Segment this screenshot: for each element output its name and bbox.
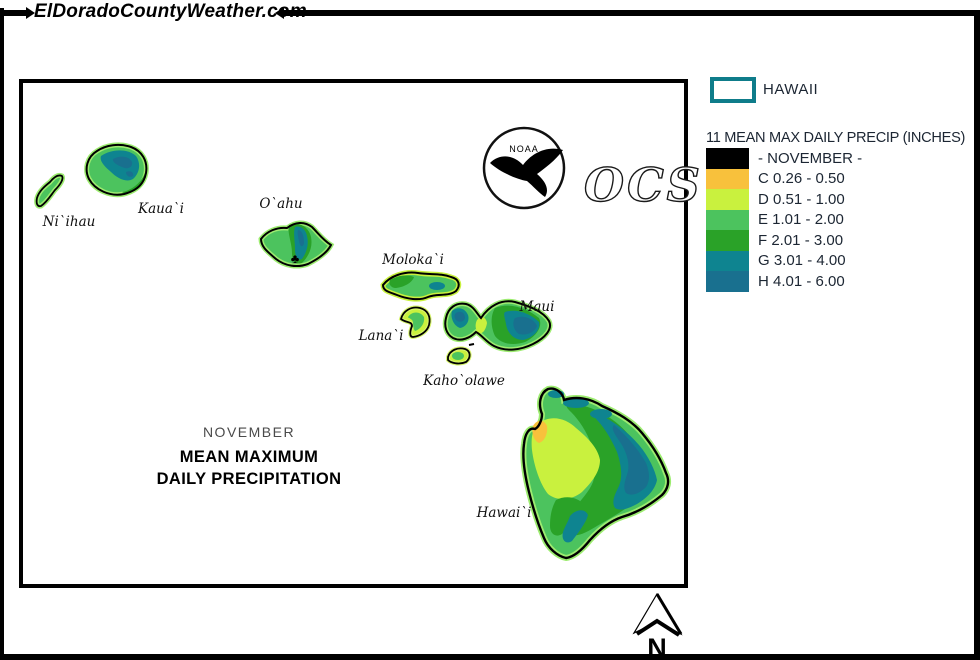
island-outline (35, 174, 64, 208)
legend-swatch-c (706, 168, 749, 189)
island-label-oahu: O`ahu (259, 196, 302, 212)
outer-border-left (0, 8, 4, 660)
legend-label: C 0.26 - 0.50 (758, 170, 845, 188)
island-outline (85, 143, 148, 196)
legend-label: G 3.01 - 4.00 (758, 252, 846, 270)
island-niihau (34, 172, 65, 209)
city-marker-icon: ♣ (291, 251, 300, 266)
north-arrow-label: N (647, 633, 667, 660)
north-arrow-chevron (635, 618, 681, 637)
island-label-kahoolawe: Kaho`olawe (422, 373, 505, 389)
north-arrow-outline (632, 592, 683, 636)
precip-zone (475, 317, 487, 334)
precip-zone (454, 311, 465, 322)
island-kauai (84, 142, 149, 198)
outer-border-bottom (0, 654, 980, 660)
island-label-niihau: Ni`ihau (42, 214, 96, 230)
precip-zone (408, 312, 425, 331)
island-outline (522, 387, 670, 560)
island-outline (259, 222, 333, 268)
map-title-line3: DAILY PRECIPITATION (156, 470, 342, 488)
legend-rows: - NOVEMBER - C 0.26 - 0.50 D 0.51 - 1.00… (706, 148, 862, 292)
north-arrow-right-edge (655, 593, 683, 635)
map-title: NOVEMBER MEAN MAXIMUM DAILY PRECIPITATIO… (128, 424, 370, 490)
legend-swatch-d (706, 189, 749, 210)
island-maui (442, 298, 553, 353)
island-outline (447, 347, 471, 365)
precip-zone (590, 409, 612, 419)
precip-zone (429, 282, 445, 290)
site-logo: ElDoradoCountyWeather.com (34, 1, 307, 22)
header-rule-right (284, 10, 980, 16)
legend-row: D 0.51 - 1.00 (706, 189, 862, 210)
island-oahu: ♣ (258, 220, 335, 269)
precip-zone (112, 156, 133, 169)
legend-row: G 3.01 - 4.00 (706, 250, 862, 271)
ocs-logo-text: OCS (584, 158, 703, 212)
noaa-logo: NOAA (482, 126, 566, 210)
legend-label: E 1.01 - 2.00 (758, 211, 844, 229)
legend-swatch-h (706, 271, 749, 292)
legend-swatch-e (706, 209, 749, 230)
legend-swatch-g (706, 250, 749, 271)
island-kahoolawe (446, 346, 472, 366)
island-label-molokai: Moloka`i (381, 252, 444, 268)
header-rule-left (0, 10, 26, 16)
island-hawaii (520, 385, 672, 562)
precip-zone (513, 316, 537, 335)
map-title-month: NOVEMBER (202, 424, 296, 440)
legend-row: C 0.26 - 0.50 (706, 168, 862, 189)
precip-zone (531, 418, 600, 500)
precip-zone (126, 171, 134, 177)
hawaii-region-label: HAWAII (763, 81, 819, 98)
small-islet (468, 343, 475, 346)
island-outline (399, 306, 431, 338)
legend-row: H 4.01 - 6.00 (706, 271, 862, 292)
island-molokai (380, 270, 462, 302)
island-lanai (398, 305, 432, 340)
legend-swatch-november (706, 148, 749, 169)
legend-label: D 0.51 - 1.00 (758, 190, 845, 208)
precip-zone (452, 352, 464, 360)
precip-zone (612, 425, 649, 495)
north-arrow: N (632, 592, 683, 660)
island-outline (381, 271, 460, 301)
legend-swatch-f (706, 230, 749, 251)
precip-zone (550, 497, 584, 536)
precip-zone (389, 275, 414, 288)
island-label-kauai: Kaua`i (137, 201, 184, 217)
noaa-logo-text: NOAA (509, 144, 539, 154)
legend-row: E 1.01 - 2.00 (706, 209, 862, 230)
legend-row: F 2.01 - 3.00 (706, 230, 862, 251)
legend-title: 11 MEAN MAX DAILY PRECIP (INCHES) (706, 130, 966, 146)
precip-zone (532, 420, 548, 443)
island-label-maui: Maui (519, 299, 555, 315)
precip-zone (297, 230, 304, 247)
island-label-lanai: Lana`i (358, 328, 404, 344)
noaa-bird-icon (490, 148, 563, 197)
legend-label: H 4.01 - 6.00 (758, 272, 845, 290)
legend-label: F 2.01 - 3.00 (758, 231, 844, 249)
outer-border-right (974, 10, 980, 660)
header-rule-right-arrowhead (275, 7, 284, 19)
map-title-line2: MEAN MAXIMUM (179, 448, 319, 466)
legend-row: - NOVEMBER - (706, 148, 862, 169)
header-rule-left-arrowhead (26, 7, 35, 19)
precip-zone (562, 510, 588, 543)
legend-label: - NOVEMBER - (758, 149, 863, 167)
precip-zone (563, 398, 589, 408)
island-label-hawaii: Hawai`i (476, 505, 532, 521)
island-outline (444, 300, 551, 351)
hawaii-region-box (710, 77, 756, 103)
